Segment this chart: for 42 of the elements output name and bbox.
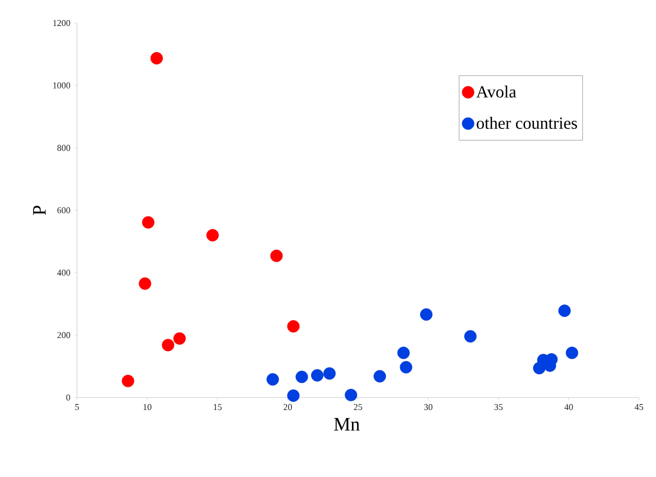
- point: [270, 250, 283, 262]
- x-tick-label: 15: [214, 404, 222, 410]
- y-axis-title: P: [33, 206, 46, 215]
- x-tick-label: 20: [284, 404, 292, 410]
- point: [138, 277, 152, 290]
- point: [397, 346, 410, 360]
- point: [296, 370, 308, 384]
- point: [558, 304, 571, 317]
- point: [142, 216, 154, 229]
- point: [566, 346, 578, 360]
- point: [287, 389, 300, 402]
- x-tick-label: 25: [354, 404, 362, 410]
- point: [464, 330, 477, 343]
- y-tick-label: 600: [57, 207, 70, 214]
- x-tick-label: 40: [564, 404, 573, 410]
- point: [266, 373, 279, 386]
- point: [150, 52, 163, 64]
- y-tick-label: 1000: [53, 82, 70, 88]
- x-tick-label: 45: [634, 404, 644, 410]
- x-tick-label: 5: [75, 404, 79, 410]
- point: [420, 308, 432, 321]
- point: [122, 374, 134, 388]
- point: [344, 388, 358, 402]
- point: [173, 332, 186, 345]
- y-tick-label: 0: [66, 394, 70, 401]
- legend-label: Avola: [476, 86, 516, 98]
- y-tick-label: 800: [57, 144, 70, 151]
- point: [311, 369, 324, 382]
- y-tick-label: 400: [57, 270, 70, 276]
- point: [400, 361, 412, 374]
- x-axis-title: Mn: [334, 418, 360, 430]
- point: [162, 338, 174, 352]
- point: [323, 367, 336, 380]
- y-tick-label: 1200: [53, 20, 70, 26]
- legend-label: other countries: [476, 116, 578, 129]
- point: [287, 320, 300, 333]
- x-tick-label: 35: [494, 404, 503, 410]
- y-tick-label: 200: [57, 332, 70, 338]
- point: [206, 229, 219, 242]
- x-tick-label: 30: [424, 404, 432, 410]
- x-tick-label: 10: [144, 404, 152, 410]
- point: [374, 370, 386, 382]
